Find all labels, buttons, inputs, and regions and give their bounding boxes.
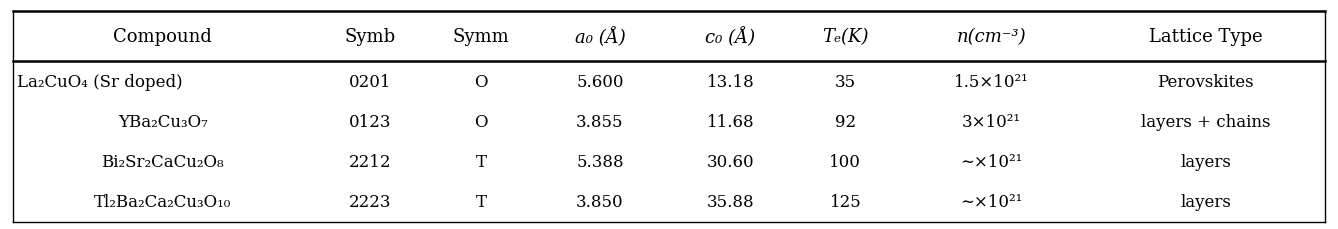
Text: 1.5×10²¹: 1.5×10²¹: [954, 74, 1029, 90]
Text: 0123: 0123: [349, 114, 391, 130]
Text: 0201: 0201: [349, 74, 391, 90]
Text: layers: layers: [1180, 154, 1231, 170]
Text: 3.855: 3.855: [577, 114, 624, 130]
Text: Tl₂Ba₂Ca₂Cu₃O₁₀: Tl₂Ba₂Ca₂Cu₃O₁₀: [94, 194, 231, 210]
Text: Lattice Type: Lattice Type: [1149, 28, 1263, 46]
Text: 30.60: 30.60: [706, 154, 755, 170]
Text: Symb: Symb: [344, 28, 396, 46]
Text: O: O: [475, 114, 488, 130]
Text: a₀ (Å): a₀ (Å): [574, 27, 625, 46]
Text: Tₑ(K): Tₑ(K): [822, 28, 868, 46]
Text: 125: 125: [830, 194, 862, 210]
Text: 11.68: 11.68: [706, 114, 755, 130]
Text: T: T: [475, 194, 487, 210]
Text: Compound: Compound: [114, 28, 213, 46]
Text: La₂CuO₄ (Sr doped): La₂CuO₄ (Sr doped): [17, 74, 183, 90]
Text: layers + chains: layers + chains: [1141, 114, 1271, 130]
Text: 35.88: 35.88: [706, 194, 755, 210]
Text: Symm: Symm: [452, 28, 510, 46]
Text: 13.18: 13.18: [706, 74, 755, 90]
Text: layers: layers: [1180, 194, 1231, 210]
Text: 100: 100: [830, 154, 862, 170]
Text: O: O: [475, 74, 488, 90]
Text: 3×10²¹: 3×10²¹: [962, 114, 1021, 130]
Text: Perovskites: Perovskites: [1157, 74, 1254, 90]
Text: 92: 92: [835, 114, 856, 130]
Text: c₀ (Å): c₀ (Å): [705, 27, 756, 46]
Text: n(cm⁻³): n(cm⁻³): [957, 28, 1026, 46]
Text: YBa₂Cu₃O₇: YBa₂Cu₃O₇: [118, 114, 207, 130]
Text: T: T: [475, 154, 487, 170]
Text: ∼×10²¹: ∼×10²¹: [959, 154, 1022, 170]
Text: ∼×10²¹: ∼×10²¹: [959, 194, 1022, 210]
Text: 3.850: 3.850: [577, 194, 624, 210]
Text: 2223: 2223: [349, 194, 391, 210]
Text: 2212: 2212: [349, 154, 391, 170]
Text: 5.600: 5.600: [577, 74, 624, 90]
Text: Bi₂Sr₂CaCu₂O₈: Bi₂Sr₂CaCu₂O₈: [102, 154, 225, 170]
Text: 35: 35: [835, 74, 856, 90]
Text: 5.388: 5.388: [577, 154, 624, 170]
